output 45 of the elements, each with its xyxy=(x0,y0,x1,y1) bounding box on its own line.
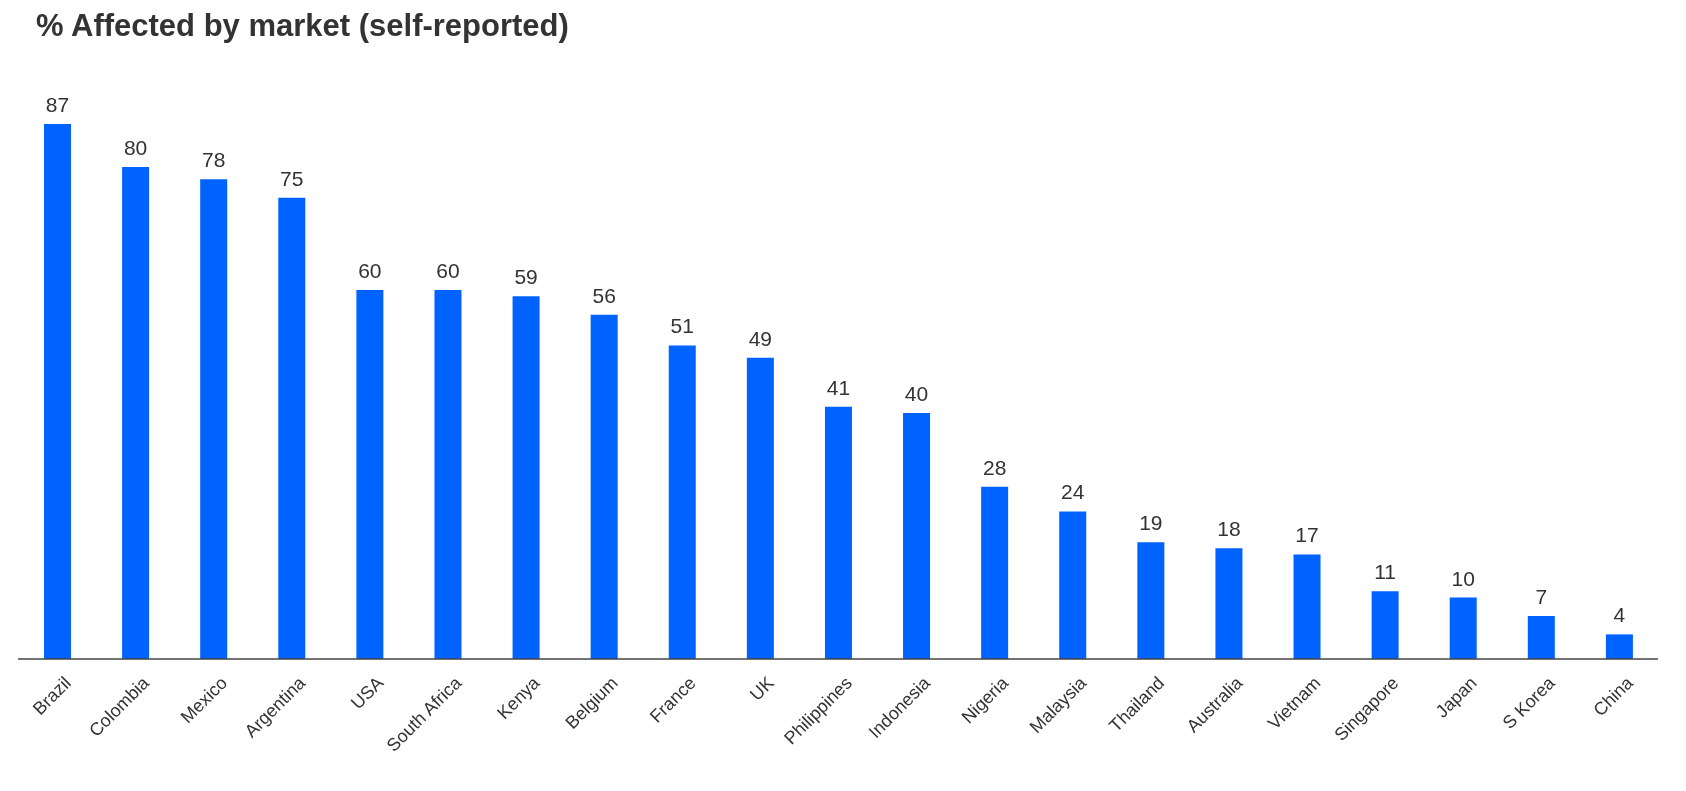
data-label: 51 xyxy=(670,314,694,338)
data-label: 41 xyxy=(826,375,851,399)
data-label: 10 xyxy=(1451,566,1475,590)
bar xyxy=(746,357,774,659)
data-label: 18 xyxy=(1217,517,1241,541)
bar xyxy=(1059,511,1087,659)
bar xyxy=(122,167,150,659)
data-label: 87 xyxy=(45,93,70,116)
bar xyxy=(44,124,71,659)
data-label: 28 xyxy=(982,455,1007,479)
data-label: 60 xyxy=(436,259,460,283)
bar xyxy=(434,290,462,659)
bar xyxy=(200,179,228,659)
chart-title: % Affected by market (self-reported) xyxy=(36,8,570,44)
bar xyxy=(590,314,618,659)
bar xyxy=(356,290,384,659)
bar xyxy=(1215,548,1243,659)
data-label: 80 xyxy=(123,136,148,160)
bar xyxy=(1605,634,1633,659)
data-label: 60 xyxy=(358,259,382,283)
bar xyxy=(1137,542,1165,659)
data-label: 24 xyxy=(1061,480,1085,504)
data-label: 11 xyxy=(1374,560,1397,584)
data-label: 56 xyxy=(592,283,616,307)
bar xyxy=(981,486,1009,659)
bar xyxy=(512,296,540,659)
data-label: 78 xyxy=(202,148,226,172)
bar xyxy=(1371,591,1399,659)
data-label: 75 xyxy=(280,166,304,190)
data-label: 17 xyxy=(1295,523,1319,547)
data-label: 49 xyxy=(748,326,773,350)
bar xyxy=(903,413,931,659)
data-label: 19 xyxy=(1139,511,1163,535)
data-label: 40 xyxy=(904,382,929,406)
bar xyxy=(668,345,696,659)
data-label: 59 xyxy=(514,265,538,289)
bar xyxy=(278,197,306,659)
x-tick-label: USA xyxy=(346,672,388,714)
bar xyxy=(1449,597,1477,659)
data-label: 7 xyxy=(1535,584,1548,608)
bar xyxy=(1293,554,1321,659)
x-tick-label: UK xyxy=(745,672,778,705)
bar xyxy=(824,406,852,659)
bar xyxy=(1527,615,1555,659)
data-label: 4 xyxy=(1613,603,1626,627)
